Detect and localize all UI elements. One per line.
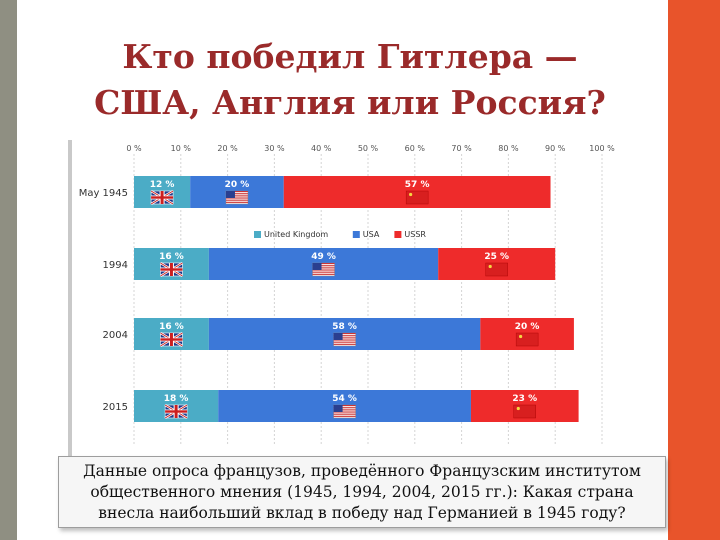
chart-frame: 0 % 10 % 20 % 30 % 40 % 50 % 60 % 70 % 80 % 90 % 1… [68, 140, 628, 462]
uk-flag-cross-red [165, 410, 188, 413]
us-flag-stripe [312, 270, 335, 272]
us-flag-stripe [333, 340, 356, 342]
data-label: 54 % [332, 394, 357, 404]
x-tick-label: 0 % [126, 144, 142, 153]
us-flag-stripe [225, 200, 248, 202]
data-label: 18 % [164, 394, 189, 404]
category-label: May 1945 [79, 188, 128, 199]
us-flag-stripe [312, 272, 335, 274]
us-flag-stripe [333, 414, 356, 416]
us-flag-stripe [333, 334, 356, 336]
left-accent-bar [0, 0, 17, 540]
us-flag-canton [312, 263, 322, 270]
us-flag-canton [333, 405, 343, 412]
us-flag-canton [225, 191, 235, 198]
us-flag-canton [333, 333, 343, 340]
category-label: 2004 [103, 330, 128, 341]
x-tick-label: 90 % [545, 144, 566, 153]
data-label: 23 % [512, 394, 537, 404]
us-flag-stripe [312, 268, 335, 270]
uk-flag-cross-red [151, 196, 174, 199]
uk-flag-cross-red [160, 338, 183, 341]
ussr-flag-icon [515, 332, 539, 347]
legend-entry: United Kingdom [264, 230, 328, 239]
us-flag-stripe [333, 406, 356, 408]
x-tick-label: 50 % [358, 144, 379, 153]
legend-swatch [254, 231, 261, 238]
ussr-flag-icon [405, 190, 429, 205]
us-flag-stripe [225, 198, 248, 200]
ussr-flag-emblem [409, 192, 413, 197]
ussr-flag-emblem [516, 406, 520, 411]
data-label: 58 % [332, 322, 357, 332]
us-flag-stripe [312, 264, 335, 266]
x-tick-label: 70 % [451, 144, 472, 153]
x-tick-label: 80 % [498, 144, 519, 153]
uk-flag-cross-red [160, 268, 183, 271]
us-flag-stripe [225, 191, 248, 192]
us-flag-stripe [333, 408, 356, 410]
legend-entry: USSR [404, 230, 426, 239]
us-flag-stripe [333, 338, 356, 340]
x-tick-label: 40 % [311, 144, 332, 153]
legend-entry: USA [363, 230, 380, 239]
ussr-flag-icon [513, 404, 536, 419]
data-label: 20 % [515, 322, 540, 332]
us-flag-stripe [225, 196, 248, 198]
us-flag-stripe [333, 412, 356, 414]
x-tick-label: 20 % [217, 144, 238, 153]
x-tick-label: 10 % [171, 144, 192, 153]
legend-swatch [394, 231, 402, 238]
us-flag-stripe [333, 344, 356, 346]
us-flag-stripe [225, 202, 248, 204]
ussr-flag-icon [485, 262, 508, 277]
slide-title-line-1: Кто победил Гитлера — [122, 37, 578, 76]
us-flag-stripe [312, 266, 335, 268]
data-label: 25 % [484, 252, 509, 262]
slide-title: Кто победил Гитлера — США, Англия или Ро… [40, 34, 660, 126]
ussr-flag-emblem [488, 264, 492, 269]
ussr-flag-emblem [519, 334, 523, 339]
data-label: 20 % [225, 180, 250, 190]
data-label: 16 % [159, 252, 184, 262]
us-flag-stripe [333, 405, 356, 406]
us-flag-stripe [312, 274, 335, 276]
slide-title-line-2: США, Англия или Россия? [94, 83, 606, 122]
data-label: 12 % [150, 180, 175, 190]
category-label: 2015 [103, 402, 128, 413]
us-flag-stripe [225, 194, 248, 196]
us-flag-stripe [333, 333, 356, 334]
us-flag-stripe [333, 416, 356, 418]
us-flag-stripe [333, 342, 356, 344]
category-label: 1994 [103, 260, 128, 271]
us-flag-stripe [312, 263, 335, 264]
right-accent-bar [668, 0, 720, 540]
caption-box: Данные опроса французов, проведённого Фр… [58, 456, 666, 528]
x-tick-label: 30 % [264, 144, 285, 153]
data-label: 16 % [159, 322, 184, 332]
us-flag-stripe [225, 192, 248, 194]
us-flag-stripe [333, 410, 356, 412]
stacked-bar-chart: 0 % 10 % 20 % 30 % 40 % 50 % 60 % 70 % 80 % 90 % 1… [79, 144, 615, 445]
legend-swatch [352, 231, 360, 238]
x-tick-label: 60 % [405, 144, 426, 153]
data-label: 49 % [311, 252, 336, 262]
x-tick-label: 100 % [589, 144, 615, 153]
data-label: 57 % [405, 180, 430, 190]
us-flag-stripe [333, 336, 356, 338]
